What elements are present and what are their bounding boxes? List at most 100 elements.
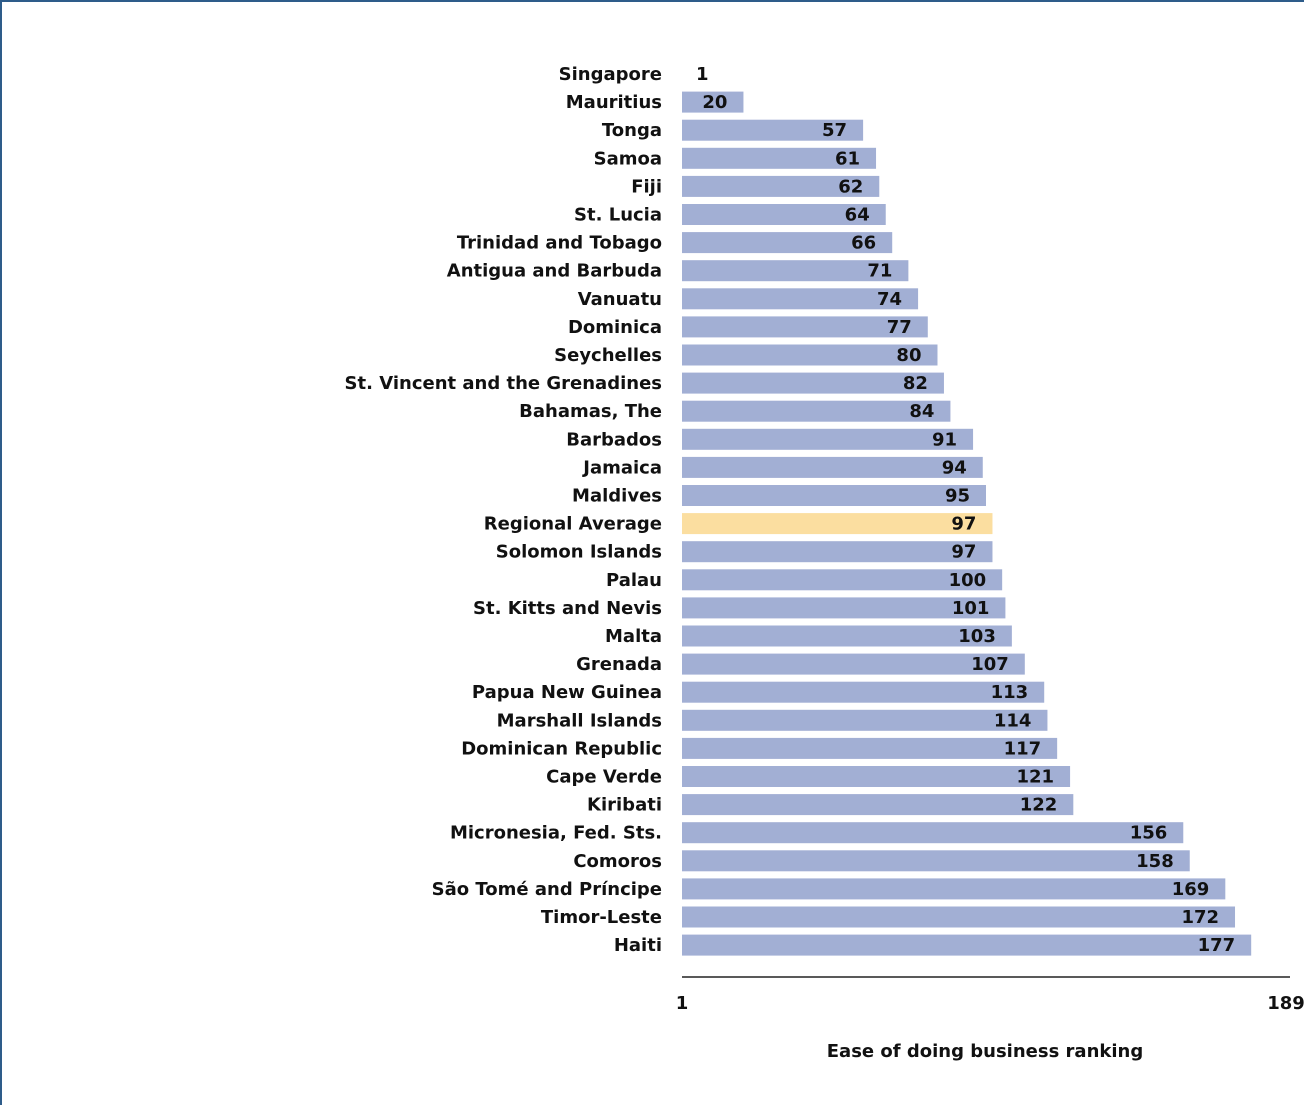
category-label-malta: Malta — [605, 626, 662, 647]
value-label-seychelles: 80 — [896, 345, 921, 366]
category-label-regional-average: Regional Average — [484, 514, 662, 535]
value-label-trinidad-and-tobago: 66 — [851, 233, 876, 254]
bar-solomon-islands — [682, 541, 993, 563]
category-label-timor-leste: Timor-Leste — [541, 907, 662, 928]
category-label-cape-verde: Cape Verde — [546, 767, 662, 788]
value-label-jamaica: 94 — [942, 457, 967, 478]
category-label-micronesia-fed-sts: Micronesia, Fed. Sts. — [450, 823, 662, 844]
category-label-solomon-islands: Solomon Islands — [496, 542, 662, 563]
category-label-papua-new-guinea: Papua New Guinea — [472, 682, 662, 703]
bar-micronesia-fed-sts — [682, 822, 1184, 844]
x-axis-title: Ease of doing business ranking — [827, 1041, 1143, 1062]
bar-tonga — [682, 119, 864, 141]
category-label-antigua-and-barbuda: Antigua and Barbuda — [447, 261, 662, 282]
value-label-samoa: 61 — [835, 148, 860, 169]
x-tick-label-max: 189 — [1267, 993, 1304, 1014]
category-label-vanuatu: Vanuatu — [578, 289, 662, 310]
bar-jamaica — [682, 456, 983, 478]
category-label-tonga: Tonga — [602, 120, 662, 141]
bars-group — [682, 91, 1252, 956]
bar-papua-new-guinea — [682, 681, 1045, 703]
category-label-kiribati: Kiribati — [587, 795, 662, 816]
bar-comoros — [682, 850, 1190, 872]
category-label-dominica: Dominica — [568, 317, 662, 338]
category-label-barbados: Barbados — [566, 429, 662, 450]
value-label-fiji: 62 — [838, 176, 863, 197]
category-label-dominican-republic: Dominican Republic — [461, 738, 662, 759]
value-label-timor-leste: 172 — [1181, 907, 1219, 928]
value-label-solomon-islands: 97 — [951, 542, 976, 563]
bar-mauritius — [682, 91, 744, 113]
category-label-samoa: Samoa — [594, 148, 662, 169]
value-label-dominica: 77 — [887, 317, 912, 338]
bar-seychelles — [682, 344, 938, 366]
category-label-singapore: Singapore — [559, 64, 662, 85]
bar-sao-tome-and-principe — [682, 878, 1226, 900]
bar-cape-verde — [682, 766, 1071, 787]
value-label-vanuatu: 74 — [877, 289, 902, 310]
value-label-st-kitts-and-nevis: 101 — [952, 598, 990, 619]
value-label-papua-new-guinea: 113 — [991, 682, 1029, 703]
bar-st-kitts-and-nevis — [682, 597, 1006, 619]
bar-malta — [682, 625, 1012, 647]
category-label-comoros: Comoros — [573, 851, 662, 872]
bar-regional-average — [682, 513, 993, 535]
value-labels-group: 1 20 57 61 62 64 66 71 74 77 80 82 84 91 94 95 97 97 100 10… — [696, 64, 1235, 956]
category-label-grenada: Grenada — [576, 654, 662, 675]
category-label-trinidad-and-tobago: Trinidad and Tobago — [457, 233, 662, 254]
value-label-mauritius: 20 — [702, 92, 727, 113]
category-label-st-kitts-and-nevis: St. Kitts and Nevis — [473, 598, 662, 619]
value-label-palau: 100 — [949, 570, 987, 591]
bar-st-lucia — [682, 204, 886, 225]
value-label-micronesia-fed-sts: 156 — [1130, 823, 1168, 844]
bar-vanuatu — [682, 288, 919, 310]
category-label-sao-tome-and-principe: São Tomé and Príncipe — [432, 879, 662, 900]
bar-haiti — [682, 934, 1252, 956]
value-label-singapore: 1 — [696, 64, 709, 85]
value-label-regional-average: 97 — [951, 514, 976, 535]
bar-maldives — [682, 485, 986, 506]
bar-fiji — [682, 175, 880, 197]
x-tick-label-min: 1 — [676, 993, 689, 1014]
bar-grenada — [682, 653, 1025, 675]
category-label-seychelles: Seychelles — [554, 345, 662, 366]
category-label-marshall-islands: Marshall Islands — [497, 710, 662, 731]
bar-samoa — [682, 147, 877, 169]
bar-palau — [682, 569, 1003, 591]
bar-timor-leste — [682, 906, 1236, 928]
bar-bahamas-the — [682, 400, 951, 422]
bar-trinidad-and-tobago — [682, 232, 893, 254]
value-label-comoros: 158 — [1136, 851, 1174, 872]
value-label-sao-tome-and-principe: 169 — [1172, 879, 1210, 900]
value-label-bahamas-the: 84 — [909, 401, 934, 422]
category-label-st-lucia: St. Lucia — [574, 205, 662, 226]
value-label-haiti: 177 — [1198, 935, 1236, 956]
value-label-antigua-and-barbuda: 71 — [867, 261, 892, 282]
value-label-maldives: 95 — [945, 486, 970, 507]
bar-dominican-republic — [682, 737, 1058, 759]
value-label-st-lucia: 64 — [845, 205, 870, 226]
value-label-malta: 103 — [958, 626, 996, 647]
value-label-tonga: 57 — [822, 120, 847, 141]
category-label-mauritius: Mauritius — [566, 92, 662, 113]
category-label-palau: Palau — [606, 570, 662, 591]
bar-marshall-islands — [682, 709, 1048, 731]
category-label-haiti: Haiti — [614, 935, 662, 956]
value-label-st-vincent-and-the-grenadines: 82 — [903, 373, 928, 394]
category-label-jamaica: Jamaica — [581, 457, 662, 478]
value-label-cape-verde: 121 — [1017, 767, 1055, 788]
category-label-bahamas-the: Bahamas, The — [519, 401, 662, 422]
bar-dominica — [682, 316, 928, 338]
value-label-kiribati: 122 — [1020, 795, 1058, 816]
value-label-barbados: 91 — [932, 429, 957, 450]
value-label-marshall-islands: 114 — [994, 710, 1032, 731]
category-label-maldives: Maldives — [572, 486, 662, 507]
category-label-st-vincent-and-the-grenadines: St. Vincent and the Grenadines — [345, 373, 662, 394]
category-label-fiji: Fiji — [631, 176, 662, 197]
bar-kiribati — [682, 794, 1074, 816]
category-labels-group: Singapore Mauritius Tonga Samoa Fiji St. Luci… — [345, 64, 662, 956]
bar-barbados — [682, 428, 974, 450]
value-label-dominican-republic: 117 — [1004, 738, 1042, 759]
